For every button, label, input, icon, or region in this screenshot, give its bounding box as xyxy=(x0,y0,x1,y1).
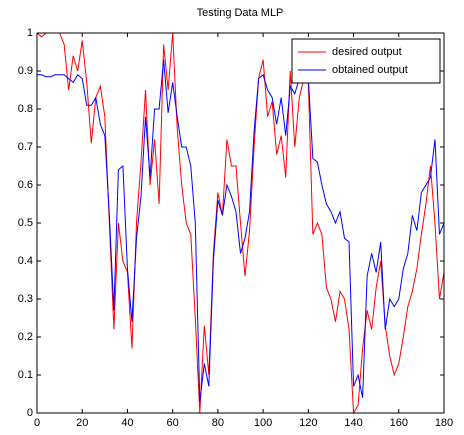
x-tick-label: 20 xyxy=(76,417,88,429)
y-tick-label: 0.5 xyxy=(18,217,33,229)
y-tick-label: 1 xyxy=(27,27,33,39)
y-tick-label: 0.6 xyxy=(18,179,33,191)
y-tick-label: 0 xyxy=(27,407,33,419)
plot-frame xyxy=(36,32,445,414)
x-tick-label: 140 xyxy=(344,417,362,429)
legend-label: obtained output xyxy=(332,64,408,76)
y-tick-label: 0.3 xyxy=(18,293,33,305)
x-tick-label: 160 xyxy=(390,417,408,429)
y-tick-label: 0.1 xyxy=(18,369,33,381)
y-tick-label: 0.8 xyxy=(18,103,33,115)
x-tick-label: 80 xyxy=(212,417,224,429)
y-tick-label: 0.2 xyxy=(18,331,33,343)
series-line xyxy=(36,32,445,415)
x-tick-label: 120 xyxy=(299,417,317,429)
legend-label: desired output xyxy=(332,46,402,58)
chart-title: Testing Data MLP xyxy=(197,7,284,19)
x-tick-label: 100 xyxy=(254,417,272,429)
x-tick-label: 60 xyxy=(167,417,179,429)
y-tick-label: 0.7 xyxy=(18,141,33,153)
x-tick-label: 180 xyxy=(435,417,453,429)
legend-box xyxy=(291,38,441,84)
x-tick-label: 40 xyxy=(121,417,133,429)
x-tick-label: 0 xyxy=(34,417,40,429)
y-tick-label: 0.9 xyxy=(18,65,33,77)
series-line xyxy=(37,59,445,402)
y-tick-label: 0.4 xyxy=(18,255,33,267)
